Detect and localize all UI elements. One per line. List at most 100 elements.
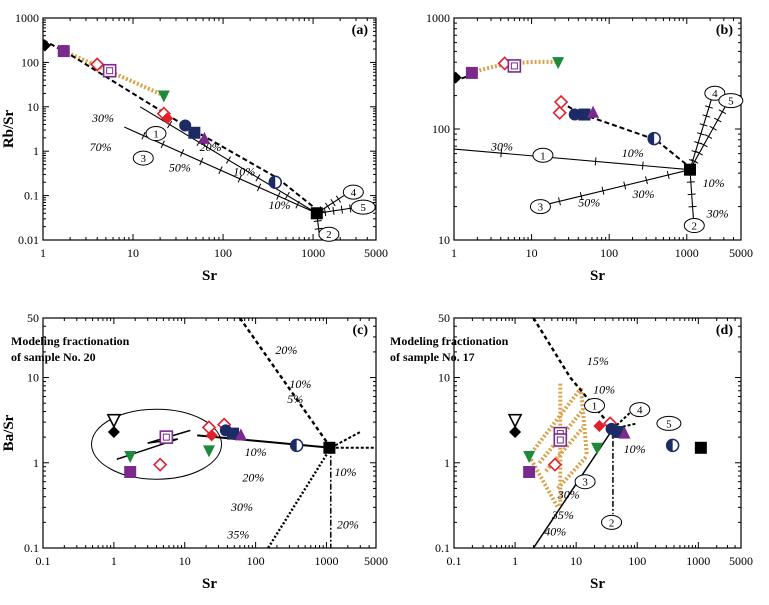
x-tick-label: 100 <box>600 246 618 260</box>
vector-1-tick <box>500 149 503 158</box>
y-tick-label: 100 <box>21 55 39 69</box>
vector-4-tick <box>330 199 336 207</box>
vector-label: 4 <box>351 187 357 199</box>
point-tri-down <box>124 451 137 464</box>
point-diamond-open <box>547 457 563 472</box>
annotation: 30% <box>557 488 580 502</box>
annotation: 30% <box>490 140 513 154</box>
point-tri-down <box>591 442 604 455</box>
fractionation-curve-1 <box>532 318 614 430</box>
point-tri-down-open <box>507 413 523 429</box>
point-square <box>188 126 201 139</box>
y-tick-label: 0.01 <box>18 233 39 247</box>
vector-label: 5 <box>728 96 734 108</box>
annotation: 20% <box>275 343 297 357</box>
vector-2-tick <box>314 227 323 230</box>
vector-3-tick <box>601 186 605 195</box>
x-axis-label: Sr <box>202 268 217 284</box>
point-diamond <box>107 425 120 438</box>
panel-label: (c) <box>352 323 368 338</box>
tan-curve <box>578 388 589 457</box>
vector-3-tick <box>141 131 146 140</box>
vector-label-circle <box>656 415 682 431</box>
x-tick-label: 100 <box>247 554 265 568</box>
panel-label: (b) <box>716 23 733 38</box>
point-triangle <box>198 131 211 144</box>
vector-2-tick <box>688 205 697 208</box>
fractionation-curve-1 <box>238 318 332 449</box>
point-circle <box>179 119 192 132</box>
vector-1-tick <box>225 156 231 164</box>
y-tick-label: 10 <box>27 371 39 385</box>
x-tick-label: 1000 <box>314 554 338 568</box>
annotation: 50% <box>169 160 191 174</box>
fractionation-curve-4 <box>612 422 638 430</box>
plot-frame <box>42 317 377 549</box>
y-axis-label: Ba/Sr <box>1 414 17 451</box>
point-square <box>124 465 137 478</box>
point-diamond <box>509 425 522 438</box>
annotation: 30% <box>230 500 253 514</box>
annotation: 20% <box>242 471 264 485</box>
annotation: 30% <box>91 111 114 125</box>
fractionation-curve <box>454 71 693 170</box>
point-diamond-open <box>553 94 569 110</box>
vector-label: 1 <box>153 129 159 141</box>
tan-curve <box>527 455 560 509</box>
vector-3-tick <box>579 192 583 201</box>
y-axis-label: Rb/Sr <box>1 109 17 148</box>
vector-5-tick <box>332 206 335 215</box>
vector-4-tick <box>702 114 711 118</box>
annotation: 10% <box>233 165 255 179</box>
sample-ellipse <box>91 408 223 480</box>
vector-3-tick <box>295 200 300 209</box>
vector-label: 4 <box>712 88 718 100</box>
y-tick-label: 50 <box>438 311 450 325</box>
vector-label: 3 <box>141 153 147 165</box>
chart-panel-c: 0.1 1 10 100 1000 5000 0.1 1 10 50 Sr Ba/Sr (c) 20% 10… <box>1 311 388 592</box>
x-tick-label: 10 <box>127 246 139 260</box>
vector-2-tick <box>313 220 322 222</box>
annotation: 10% <box>703 176 725 190</box>
vector-3-tick <box>276 192 281 200</box>
point-diamond <box>43 39 51 52</box>
x-axis-label: Sr <box>202 576 217 592</box>
y-tick-label: 1 <box>33 456 39 470</box>
x-axis-label: Sr <box>590 268 605 284</box>
annotation: 5% <box>287 392 303 406</box>
vector-label-circle <box>342 184 364 200</box>
point-square <box>694 441 707 454</box>
point-square <box>227 427 240 440</box>
vector-label: 5 <box>666 418 672 430</box>
y-tick-label: 50 <box>27 311 39 325</box>
point-square <box>578 108 591 121</box>
vector-3-tick <box>199 157 204 166</box>
x-tick-label: 5000 <box>364 246 388 260</box>
vector-5-tick <box>714 117 722 123</box>
annotation: 40% <box>544 525 566 539</box>
x-tick-label: 10 <box>570 554 582 568</box>
vector-4-tick <box>699 123 708 127</box>
vector-5-tick <box>704 134 713 139</box>
x-tick-label: 100 <box>628 554 646 568</box>
vector-5-tick <box>695 150 703 156</box>
point-circle-half-fill <box>269 176 276 189</box>
annotation: 70% <box>90 140 112 154</box>
vector-label-circle <box>683 218 705 234</box>
vector-label: 3 <box>582 477 588 489</box>
point-square <box>465 66 478 79</box>
chart-panel-d: 0.1 1 10 100 1000 5000 0.1 1 10 50 Sr (d) 1 3 4 5 2 15% 10… <box>390 311 753 592</box>
vector-1 <box>454 148 691 171</box>
point-circle-half-fill <box>648 132 655 145</box>
annotation: 30% <box>706 206 729 220</box>
x-tick-label: 1 <box>111 554 117 568</box>
annotation: 20% <box>200 140 222 154</box>
fractionation-curve-2 <box>267 447 332 548</box>
y-tick-label: 1000 <box>426 11 450 25</box>
annotation: 30% <box>632 187 655 201</box>
annotation: 10% <box>622 146 644 160</box>
point-diamond-open <box>90 57 105 72</box>
annotation: 10% <box>289 377 311 391</box>
